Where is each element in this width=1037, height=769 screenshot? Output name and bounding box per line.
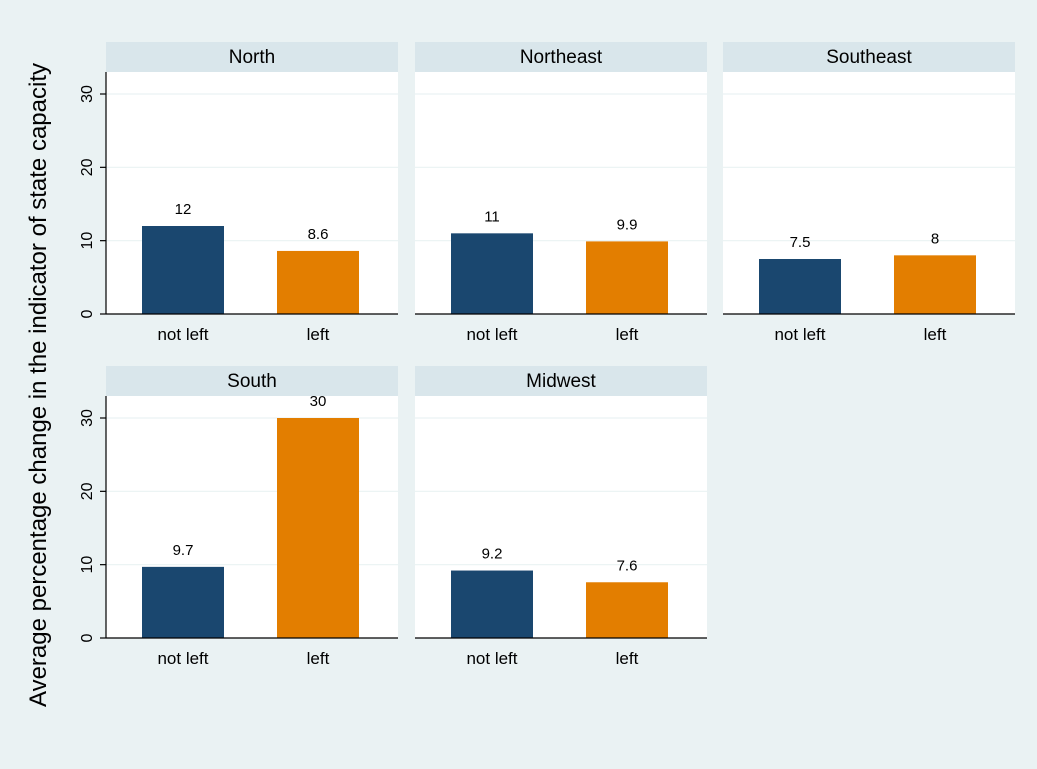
data-label: 7.6 bbox=[617, 557, 638, 574]
bar-not-left bbox=[759, 259, 841, 314]
panel-title: South bbox=[227, 371, 277, 392]
bar-left bbox=[277, 250, 359, 314]
x-tick-label: not left bbox=[466, 649, 517, 668]
bar-not-left bbox=[142, 566, 224, 638]
data-label: 9.2 bbox=[482, 546, 503, 563]
y-tick-label: 0 bbox=[79, 309, 96, 318]
bar-left bbox=[586, 582, 668, 638]
data-label: 12 bbox=[175, 201, 192, 218]
panel-header bbox=[415, 42, 707, 72]
x-tick-label: left bbox=[924, 325, 947, 344]
data-label: 9.7 bbox=[173, 542, 194, 559]
data-label: 9.9 bbox=[617, 216, 638, 233]
panel-header bbox=[106, 366, 398, 396]
panel-header bbox=[723, 42, 1015, 72]
y-tick-label: 30 bbox=[79, 409, 96, 427]
panel-north: North 12 not left 8.6 left 0 10 20 30 bbox=[79, 42, 398, 344]
panel-title: Northeast bbox=[520, 47, 603, 68]
x-tick-label: not left bbox=[774, 325, 825, 344]
panel-header bbox=[106, 42, 398, 72]
panel-southeast: Southeast 7.5 not left 8 left bbox=[723, 42, 1015, 344]
panel-south: South 9.7 not left 30 left 0 10 20 30 bbox=[79, 366, 398, 668]
x-tick-label: not left bbox=[157, 325, 208, 344]
x-tick-label: left bbox=[616, 649, 639, 668]
bar-left bbox=[277, 418, 359, 638]
bar-not-left bbox=[451, 233, 533, 314]
bar-left bbox=[586, 241, 668, 314]
bar-not-left bbox=[142, 226, 224, 314]
panel-header bbox=[415, 366, 707, 396]
y-tick-label: 30 bbox=[79, 85, 96, 103]
data-label: 8.6 bbox=[308, 226, 329, 243]
y-tick-label: 10 bbox=[79, 556, 96, 574]
y-tick-label: 20 bbox=[79, 482, 96, 500]
x-tick-label: not left bbox=[157, 649, 208, 668]
bar-not-left bbox=[451, 570, 533, 638]
x-tick-label: left bbox=[616, 325, 639, 344]
y-tick-label: 10 bbox=[79, 232, 96, 250]
panel-northeast: Northeast 11 not left 9.9 left bbox=[415, 42, 707, 344]
data-label: 30 bbox=[310, 393, 327, 410]
x-tick-label: not left bbox=[466, 325, 517, 344]
y-tick-label: 20 bbox=[79, 158, 96, 176]
x-tick-label: left bbox=[307, 649, 330, 668]
y-tick-label: 0 bbox=[79, 633, 96, 642]
panel-midwest: Midwest 9.2 not left 7.6 left bbox=[415, 366, 707, 668]
y-axis-title: Average percentage change in the indicat… bbox=[25, 63, 52, 707]
data-label: 11 bbox=[484, 208, 500, 225]
data-label: 7.5 bbox=[790, 234, 811, 251]
data-label: 8 bbox=[931, 230, 939, 247]
bar-left bbox=[894, 255, 976, 314]
panel-title: North bbox=[229, 47, 275, 68]
x-tick-label: left bbox=[307, 325, 330, 344]
panel-title: Southeast bbox=[826, 47, 912, 68]
panel-title: Midwest bbox=[526, 371, 596, 392]
